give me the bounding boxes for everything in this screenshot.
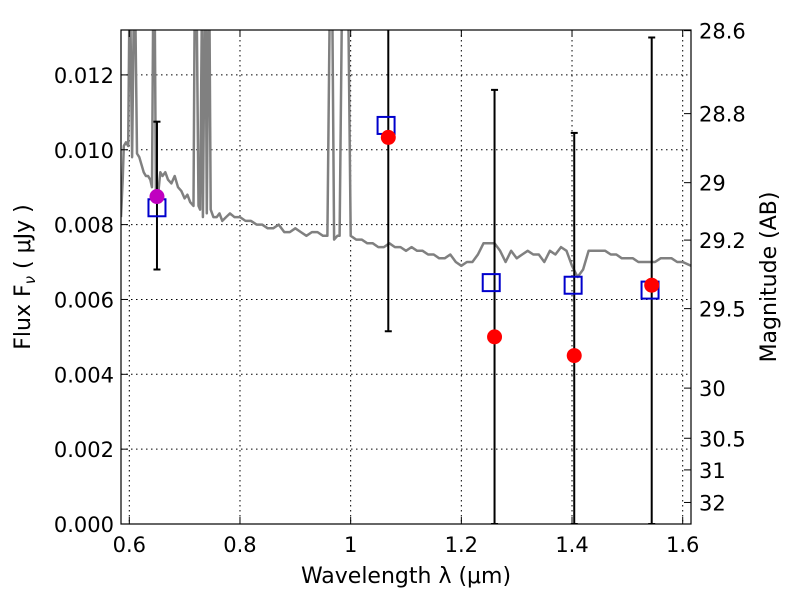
x-tick-label: 1.4 bbox=[555, 533, 588, 557]
mag-tick-label: 30 bbox=[699, 377, 726, 401]
y-tick-label: 0.012 bbox=[54, 64, 114, 88]
x-tick-label: 1.6 bbox=[666, 533, 699, 557]
y-axis-label-main: Flux F bbox=[11, 284, 36, 349]
y-axis-label: Flux Fν ( μJy ) bbox=[11, 204, 39, 349]
x-tick-label: 1 bbox=[344, 533, 357, 557]
y-tick-label: 0.002 bbox=[54, 438, 114, 462]
mag-tick-label: 29 bbox=[699, 172, 726, 196]
y-tick-label: 0.008 bbox=[54, 214, 114, 238]
y-tick-label: 0.004 bbox=[54, 363, 114, 387]
plot-region bbox=[121, 30, 691, 524]
mag-tick-label: 31 bbox=[699, 459, 726, 483]
observed-flux-point bbox=[487, 329, 503, 345]
plot-frame bbox=[120, 29, 692, 525]
axis-ticks: 0.6 0.8 1 1.2 1.4 1.6 0.000 0.002 0.004 0.006 0.00… bbox=[54, 20, 746, 557]
data-markers bbox=[147, 115, 660, 364]
y-tick-label: 0.006 bbox=[54, 288, 114, 312]
x-tick-label: 0.6 bbox=[113, 533, 146, 557]
grid-lines bbox=[121, 30, 691, 524]
x-axis-label: Wavelength λ (μm) bbox=[301, 564, 511, 589]
x-tick-label: 1.2 bbox=[445, 533, 478, 557]
model-photometry-square bbox=[481, 273, 501, 293]
mag-tick-label: 32 bbox=[699, 491, 726, 515]
x-tick-label: 0.8 bbox=[223, 533, 256, 557]
y-axis-label-unit: ( μJy ) bbox=[11, 204, 36, 276]
error-bars bbox=[153, 30, 656, 524]
observed-flux-point bbox=[380, 129, 396, 145]
y-tick-label: 0.010 bbox=[54, 139, 114, 163]
observed-flux-point bbox=[566, 348, 582, 364]
observed-flux-point bbox=[644, 277, 660, 293]
model-sed-series bbox=[121, 30, 691, 279]
y-tick-label: 0.000 bbox=[54, 513, 114, 537]
model-sed-line bbox=[121, 30, 691, 279]
y-axis-label-subscript: ν bbox=[21, 276, 39, 284]
first-band-point bbox=[149, 189, 165, 205]
mag-tick-label: 29.2 bbox=[699, 229, 746, 253]
mag-tick-label: 29.5 bbox=[699, 298, 746, 322]
right-axis-label: Magnitude (AB) bbox=[757, 192, 782, 363]
mag-tick-label: 28.6 bbox=[699, 20, 746, 44]
mag-tick-label: 28.8 bbox=[699, 103, 746, 127]
mag-tick-label: 30.5 bbox=[699, 427, 746, 451]
model-photometry-square bbox=[563, 275, 583, 295]
